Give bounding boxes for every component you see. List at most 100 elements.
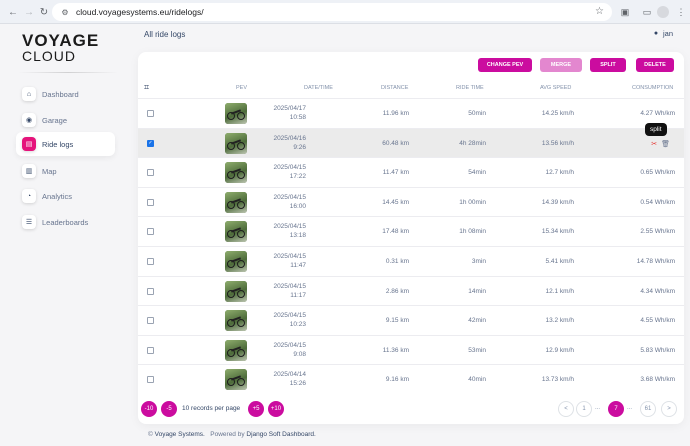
page-last-button[interactable]: 61: [640, 401, 656, 417]
pev-thumbnail: [225, 162, 247, 184]
row-checkbox[interactable]: [147, 317, 154, 325]
consumption-cell: 3.68 Wh/km: [640, 376, 675, 384]
avg-speed-cell: 14.39 km/h: [541, 198, 574, 206]
table-row[interactable]: 2025/04/15 11:47 0.31 km 3min 5.41 km/h 14.78…: [138, 246, 684, 276]
extensions-icon[interactable]: ▣: [620, 6, 630, 17]
footer-company-link[interactable]: Voyage Systems.: [154, 431, 205, 438]
sidebar-item-leaderboards[interactable]: ☰ Leaderboards: [16, 210, 115, 234]
split-tooltip: split: [645, 123, 667, 136]
row-checkbox[interactable]: [147, 346, 154, 354]
consumption-cell: 4.27 Wh/km: [640, 110, 675, 117]
pev-thumbnail: [225, 310, 247, 332]
profile-avatar[interactable]: [657, 6, 669, 18]
table-row[interactable]: 2025/04/15 16:00 14.45 km 1h 00min 14.39 km/…: [138, 186, 684, 217]
col-consumption[interactable]: CONSUMPTION: [632, 85, 674, 91]
datetime-cell: 2025/04/14 15:26: [273, 370, 306, 388]
split-button[interactable]: SPLIT: [590, 58, 626, 72]
row-checkbox[interactable]: [147, 258, 154, 265]
address-bar[interactable]: ⚙ cloud.voyagesystems.eu/ridelogs/ ☆: [52, 3, 612, 21]
ride-time-cell: 4h 28min: [459, 139, 486, 147]
sidebar-item-ride-logs[interactable]: ▤ Ride logs: [16, 132, 115, 156]
back-icon[interactable]: ←: [8, 6, 18, 18]
site-info-icon[interactable]: ⚙: [61, 7, 69, 17]
consumption-cell: 0.54 Wh/km: [640, 198, 675, 206]
page-1-button[interactable]: 1: [576, 401, 592, 417]
page-title: All ride logs: [144, 30, 186, 39]
bookmark-star-icon[interactable]: ☆: [595, 6, 604, 17]
trash-icon[interactable]: 🗑: [661, 140, 670, 148]
datetime-cell: 2025/04/15 13:18: [273, 222, 306, 240]
page-current-button[interactable]: 7: [608, 401, 624, 417]
ride-logs-card: CHANGE PEV MERGE SPLIT DELETE ⌗ PEV DATE…: [138, 52, 684, 424]
user-menu[interactable]: ● jan: [652, 29, 673, 38]
distance-cell: 14.45 km: [382, 198, 409, 206]
time-text: 17:22: [289, 173, 306, 181]
sidebar-item-map[interactable]: ▥ Map: [16, 159, 115, 183]
table-row[interactable]: 2025/04/17 10:58 11.96 km 50min 14.25 km/h 4.…: [138, 98, 684, 128]
pev-thumbnail: [225, 339, 247, 361]
voyage-cloud-logo[interactable]: VOYAGE CLOUD: [22, 32, 99, 63]
plus-5-button[interactable]: +5: [248, 401, 264, 417]
pev-thumbnail: [225, 132, 247, 154]
ride-time-cell: 3min: [471, 258, 486, 265]
col-ride-time[interactable]: RIDE TIME: [456, 85, 484, 91]
table-row[interactable]: ✓ 2025/04/16 9:26 60.48 km 4h 28min 13.56 km/…: [138, 127, 684, 158]
date-text: 2025/04/15: [273, 312, 306, 320]
menu-kebab-icon[interactable]: ⋮: [676, 6, 686, 17]
table-row[interactable]: 2025/04/15 10:23 9.15 km 42min 13.2 km/h 4.55…: [138, 305, 684, 335]
col-datetime[interactable]: DATE/TIME: [304, 85, 333, 91]
col-pev[interactable]: PEV: [236, 85, 248, 91]
user-icon: ●: [653, 30, 659, 37]
ride-time-cell: 14min: [468, 287, 486, 295]
forward-icon[interactable]: →: [24, 6, 34, 18]
pev-thumbnail: [225, 191, 247, 213]
pagination-ellipsis: ...: [595, 405, 601, 411]
consumption-cell: 4.55 Wh/km: [640, 317, 675, 325]
minus-5-button[interactable]: -5: [161, 401, 177, 417]
datetime-cell: 2025/04/17 10:58: [273, 104, 306, 122]
row-checkbox[interactable]: [147, 110, 154, 117]
col-avg-speed[interactable]: AVG SPEED: [540, 85, 572, 91]
footer-prefix: ©: [148, 431, 155, 438]
datetime-cell: 2025/04/16 9:26: [273, 134, 306, 152]
sidebar-item-label: Map: [42, 166, 57, 176]
row-checkbox[interactable]: [147, 198, 154, 206]
next-page-button[interactable]: >: [661, 401, 677, 417]
row-checkbox[interactable]: [147, 287, 154, 295]
minus-10-button[interactable]: -10: [141, 401, 157, 417]
row-checkbox[interactable]: [147, 169, 154, 177]
sidebar-item-analytics[interactable]: ◔ Analytics: [16, 184, 115, 208]
table-row[interactable]: 2025/04/15 11:17 2.86 km 14min 12.1 km/h 4.34…: [138, 275, 684, 306]
cast-icon[interactable]: ▭: [642, 6, 652, 17]
table-row[interactable]: 2025/04/15 17:22 11.47 km 54min 12.7 km/h 0.6…: [138, 157, 684, 187]
merge-button[interactable]: MERGE: [540, 58, 582, 72]
footer-powered-link[interactable]: Django Soft Dashboard.: [246, 431, 316, 438]
pev-thumbnail: [225, 103, 247, 124]
column-settings-icon[interactable]: ⌗: [144, 82, 150, 92]
sidebar-item-garage[interactable]: ◉ Garage: [16, 108, 115, 132]
sidebar-item-dashboard[interactable]: ⌂ Dashboard: [16, 82, 115, 106]
datetime-cell: 2025/04/15 11:17: [273, 282, 306, 300]
distance-cell: 17.48 km: [382, 228, 409, 236]
table-row[interactable]: 2025/04/14 15:26 9.16 km 40min 13.73 km/h 3.6…: [138, 364, 684, 394]
table-row[interactable]: 2025/04/15 13:18 17.48 km 1h 08min 15.34 km/…: [138, 216, 684, 246]
prev-page-button[interactable]: <: [558, 401, 574, 417]
reload-icon[interactable]: ↻: [39, 6, 49, 18]
delete-button[interactable]: DELETE: [636, 58, 674, 72]
row-checkbox[interactable]: [147, 376, 154, 384]
datetime-cell: 2025/04/15 16:00: [273, 193, 306, 211]
row-checkbox[interactable]: [147, 228, 154, 236]
ride-time-cell: 54min: [468, 169, 486, 177]
col-distance[interactable]: DISTANCE: [381, 85, 409, 91]
plus-10-button[interactable]: +10: [268, 401, 284, 417]
split-scissors-icon[interactable]: ✂: [651, 140, 658, 148]
table-row[interactable]: 2025/04/15 9:08 11.36 km 53min 12.9 km/h 5.83…: [138, 334, 684, 365]
avg-speed-cell: 13.56 km/h: [541, 139, 574, 147]
change-pev-button[interactable]: CHANGE PEV: [478, 58, 532, 72]
browser-toolbar: ← → ↻ ⚙ cloud.voyagesystems.eu/ridelogs/…: [0, 0, 690, 24]
distance-cell: 0.31 km: [385, 258, 409, 265]
home-icon: ⌂: [22, 87, 36, 101]
avg-speed-cell: 12.7 km/h: [545, 169, 574, 177]
row-checkbox[interactable]: ✓: [147, 139, 154, 147]
avg-speed-cell: 14.25 km/h: [541, 110, 574, 117]
